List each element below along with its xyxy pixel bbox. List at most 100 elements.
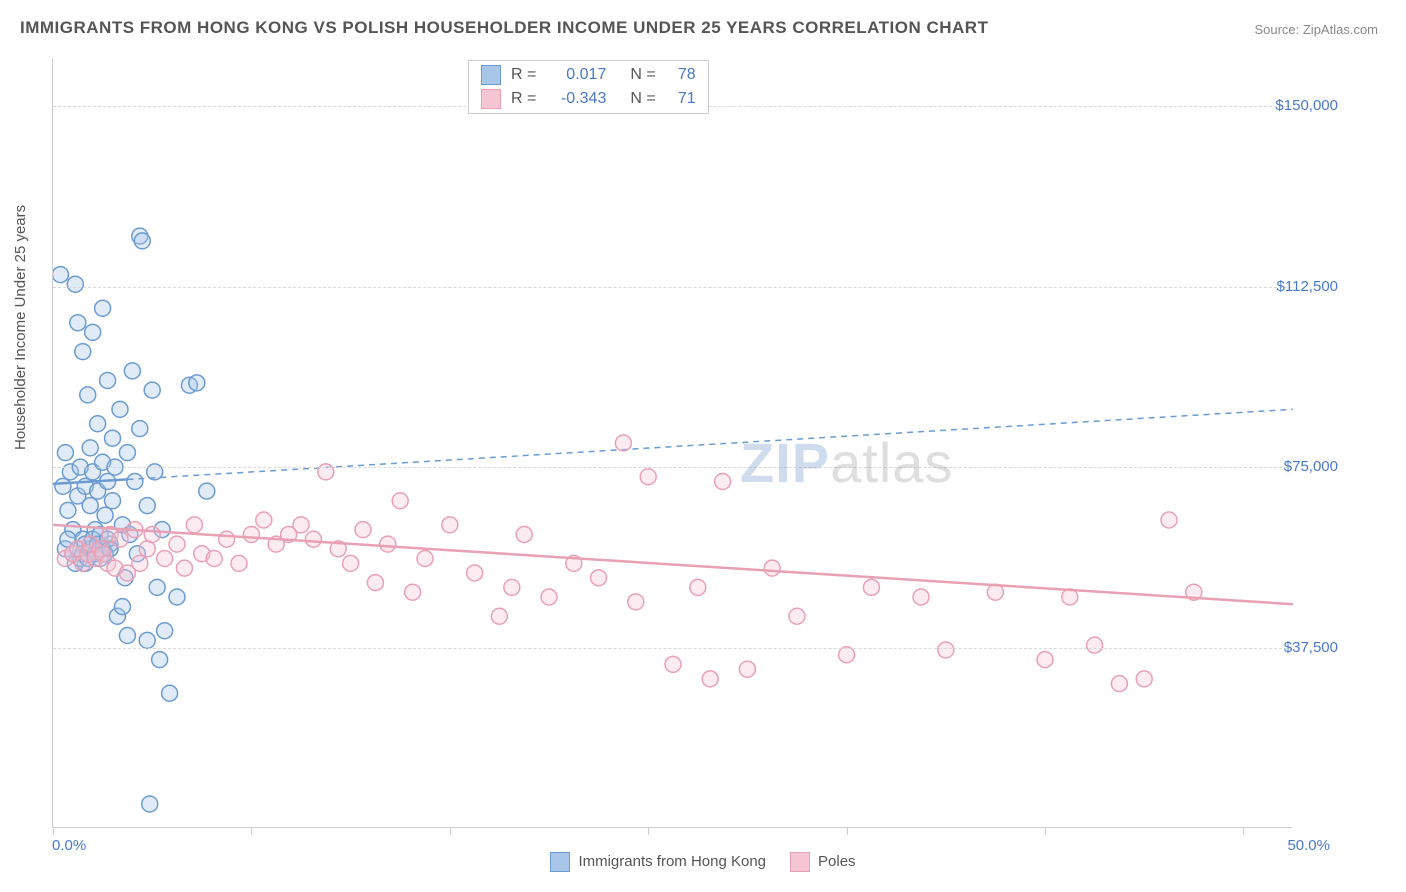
data-point-poles	[1087, 637, 1103, 653]
data-point-hk	[105, 493, 121, 509]
data-point-hk	[90, 416, 106, 432]
data-point-hk	[169, 589, 185, 605]
data-point-poles	[206, 551, 222, 567]
data-point-poles	[132, 555, 148, 571]
plot-area	[52, 58, 1292, 828]
data-point-hk	[199, 483, 215, 499]
data-point-poles	[305, 531, 321, 547]
data-point-poles	[938, 642, 954, 658]
x-axis-end-label: 50.0%	[1287, 837, 1330, 854]
data-point-poles	[1136, 671, 1152, 687]
data-point-hk	[139, 632, 155, 648]
data-point-poles	[1037, 652, 1053, 668]
data-point-hk	[85, 324, 101, 340]
data-point-poles	[628, 594, 644, 610]
data-point-poles	[665, 656, 681, 672]
data-point-poles	[615, 435, 631, 451]
data-point-poles	[640, 469, 656, 485]
data-point-poles	[392, 493, 408, 509]
data-point-poles	[231, 555, 247, 571]
data-point-hk	[100, 372, 116, 388]
data-point-hk	[53, 267, 68, 283]
data-point-poles	[467, 565, 483, 581]
data-point-poles	[343, 555, 359, 571]
data-point-hk	[127, 474, 143, 490]
data-point-hk	[70, 315, 86, 331]
x-axis-start-label: 0.0%	[52, 837, 86, 854]
data-point-hk	[75, 344, 91, 360]
legend-label: Immigrants from Hong Kong	[578, 853, 766, 870]
data-point-hk	[82, 498, 98, 514]
data-point-poles	[504, 579, 520, 595]
legend-r-label: R =	[511, 66, 536, 84]
y-tick-label: $37,500	[1284, 639, 1338, 656]
data-point-hk	[105, 430, 121, 446]
data-point-poles	[355, 522, 371, 538]
data-point-poles	[863, 579, 879, 595]
data-point-poles	[169, 536, 185, 552]
legend-r-value: 0.017	[546, 66, 606, 84]
data-point-hk	[112, 401, 128, 417]
scatter-plot-svg	[53, 58, 1293, 828]
data-point-hk	[60, 502, 76, 518]
data-point-hk	[157, 623, 173, 639]
data-point-poles	[442, 517, 458, 533]
tick-v	[847, 827, 848, 835]
data-point-poles	[715, 474, 731, 490]
legend-r-value: -0.343	[546, 90, 606, 108]
data-point-poles	[839, 647, 855, 663]
legend-swatch	[481, 89, 501, 109]
gridline-h	[53, 287, 1292, 288]
legend-label: Poles	[818, 853, 856, 870]
tick-v	[450, 827, 451, 835]
data-point-poles	[516, 526, 532, 542]
source-label: Source: ZipAtlas.com	[1254, 22, 1378, 37]
data-point-hk	[162, 685, 178, 701]
watermark: ZIPatlas	[740, 430, 953, 495]
legend-row: R =-0.343N =71	[469, 87, 708, 111]
legend-r-label: R =	[511, 90, 536, 108]
data-point-poles	[405, 584, 421, 600]
data-point-poles	[417, 551, 433, 567]
data-point-hk	[142, 796, 158, 812]
y-tick-label: $150,000	[1275, 97, 1338, 114]
data-point-hk	[80, 387, 96, 403]
data-point-poles	[690, 579, 706, 595]
legend-n-label: N =	[630, 90, 655, 108]
data-point-poles	[219, 531, 235, 547]
data-point-poles	[186, 517, 202, 533]
data-point-hk	[134, 233, 150, 249]
legend-swatch	[790, 852, 810, 872]
data-point-poles	[789, 608, 805, 624]
legend-n-label: N =	[630, 66, 655, 84]
data-point-poles	[144, 526, 160, 542]
gridline-h	[53, 467, 1292, 468]
tick-v	[251, 827, 252, 835]
data-point-poles	[1161, 512, 1177, 528]
y-axis-label: Householder Income Under 25 years	[12, 205, 29, 450]
data-point-hk	[119, 445, 135, 461]
legend-n-value: 78	[666, 66, 696, 84]
data-point-poles	[243, 526, 259, 542]
gridline-h	[53, 648, 1292, 649]
data-point-poles	[112, 531, 128, 547]
data-point-poles	[380, 536, 396, 552]
data-point-hk	[97, 507, 113, 523]
data-point-poles	[702, 671, 718, 687]
data-point-poles	[491, 608, 507, 624]
data-point-poles	[293, 517, 309, 533]
data-point-hk	[57, 445, 73, 461]
data-point-hk	[132, 421, 148, 437]
data-point-hk	[149, 579, 165, 595]
tick-v	[53, 827, 54, 835]
data-point-hk	[55, 478, 71, 494]
data-point-hk	[189, 375, 205, 391]
data-point-hk	[139, 498, 155, 514]
data-point-poles	[739, 661, 755, 677]
legend-row: R = 0.017 N = 78	[469, 63, 708, 87]
data-point-hk	[119, 628, 135, 644]
data-point-hk	[67, 276, 83, 292]
data-point-poles	[139, 541, 155, 557]
tick-v	[1243, 827, 1244, 835]
data-point-hk	[114, 599, 130, 615]
